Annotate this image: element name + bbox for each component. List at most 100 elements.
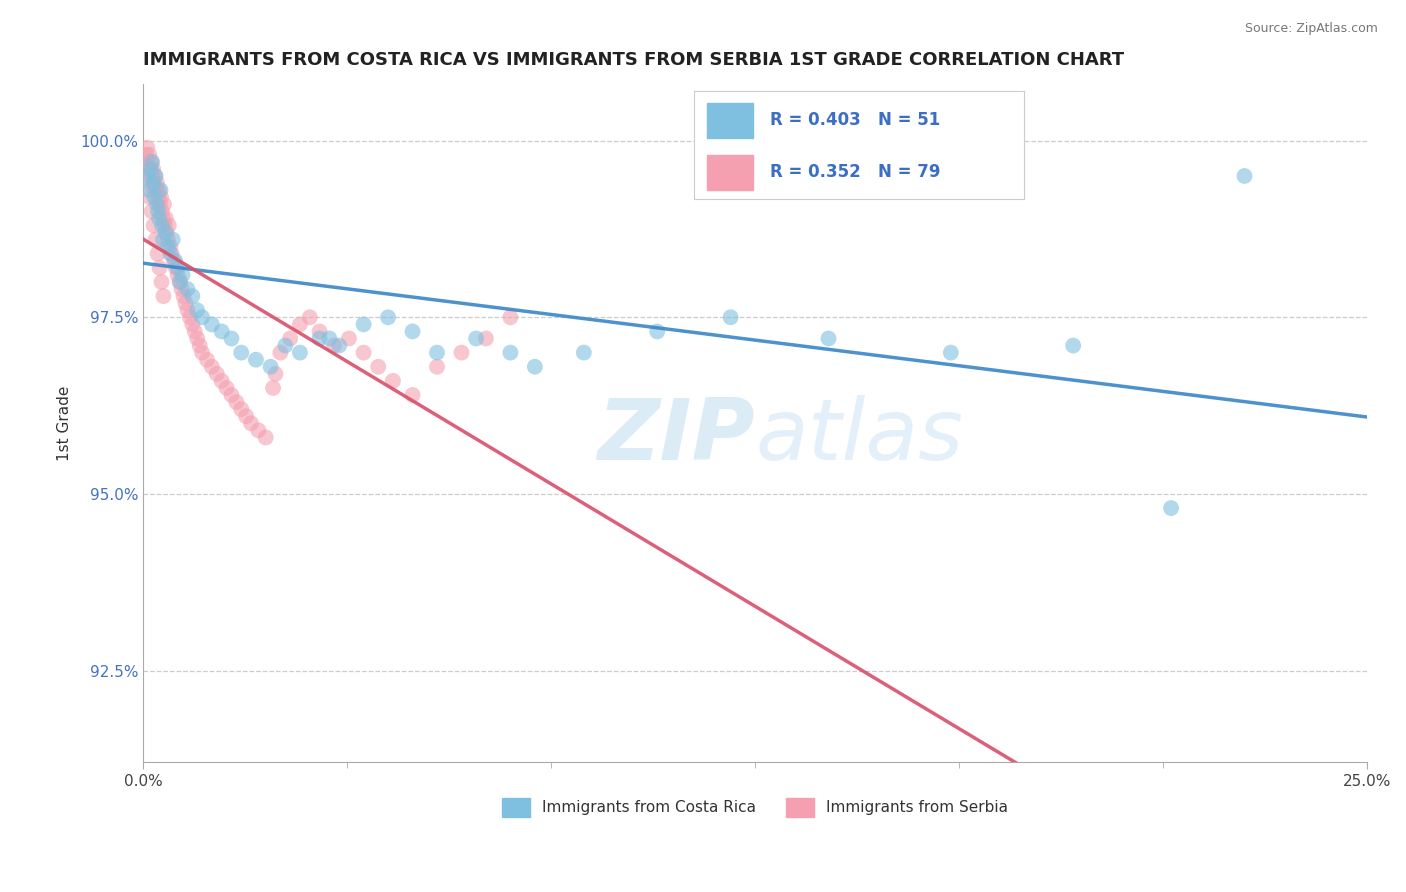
Point <box>142 219 165 233</box>
Point <box>191 345 214 359</box>
Point <box>156 233 179 247</box>
Point <box>153 219 176 233</box>
Legend: Immigrants from Costa Rica, Immigrants from Serbia: Immigrants from Costa Rica, Immigrants f… <box>496 792 1014 822</box>
Point <box>308 331 330 345</box>
Point <box>240 417 263 431</box>
Point <box>148 260 170 275</box>
Point <box>221 331 243 345</box>
Point <box>139 161 162 176</box>
Point <box>221 388 243 402</box>
Point <box>150 275 173 289</box>
Point <box>298 310 321 325</box>
Point <box>157 219 180 233</box>
Point <box>136 141 159 155</box>
Point <box>141 154 163 169</box>
Point <box>264 367 287 381</box>
Point <box>146 197 169 211</box>
Point <box>499 345 522 359</box>
Point <box>231 345 253 359</box>
Point <box>401 388 423 402</box>
Point <box>136 169 159 183</box>
Point <box>150 219 173 233</box>
Point <box>159 246 181 260</box>
Point <box>152 233 174 247</box>
Point <box>262 381 284 395</box>
Point <box>205 367 228 381</box>
Point <box>148 183 170 197</box>
Point <box>159 239 181 253</box>
Y-axis label: 1st Grade: 1st Grade <box>58 385 72 461</box>
Point <box>169 275 191 289</box>
Point <box>162 233 184 247</box>
Point <box>450 345 472 359</box>
Point <box>323 338 346 352</box>
Point <box>138 190 160 204</box>
Point <box>146 204 169 219</box>
Point <box>720 310 742 325</box>
Point <box>254 430 277 444</box>
Point <box>499 310 522 325</box>
Point <box>141 154 163 169</box>
Point <box>353 345 375 359</box>
Point <box>146 176 169 190</box>
Point <box>143 176 166 190</box>
Point <box>288 318 311 332</box>
Point <box>149 183 172 197</box>
Point <box>179 310 201 325</box>
Point <box>136 176 159 190</box>
Point <box>166 260 188 275</box>
Point <box>269 345 291 359</box>
Point <box>153 197 176 211</box>
Point <box>145 233 167 247</box>
Point <box>181 289 204 303</box>
Point <box>188 338 211 352</box>
Point <box>328 338 350 352</box>
Point <box>148 211 170 226</box>
Point <box>146 246 169 260</box>
Point <box>817 331 839 345</box>
Point <box>142 161 165 176</box>
Point <box>645 325 668 339</box>
Point <box>211 325 233 339</box>
Point <box>426 345 449 359</box>
Point <box>149 197 172 211</box>
Point <box>401 325 423 339</box>
Point <box>152 211 174 226</box>
Point <box>318 331 340 345</box>
Point <box>160 246 183 260</box>
Point <box>184 325 207 339</box>
Point <box>138 148 160 162</box>
Point <box>142 176 165 190</box>
Point <box>186 303 208 318</box>
Point <box>146 190 169 204</box>
Point <box>572 345 595 359</box>
Text: Source: ZipAtlas.com: Source: ZipAtlas.com <box>1244 22 1378 36</box>
Point <box>465 331 488 345</box>
Point <box>1233 169 1256 183</box>
Point <box>138 183 160 197</box>
Point <box>186 331 208 345</box>
Point <box>288 345 311 359</box>
Point <box>156 226 179 240</box>
Point <box>170 282 193 296</box>
Point <box>235 409 257 424</box>
Point <box>143 190 166 204</box>
Point <box>155 226 177 240</box>
Point <box>176 303 198 318</box>
Point <box>523 359 546 374</box>
Point <box>165 253 187 268</box>
Point <box>377 310 399 325</box>
Point <box>231 402 253 417</box>
Point <box>165 260 187 275</box>
Point <box>278 331 301 345</box>
Point <box>201 359 224 374</box>
Point <box>353 318 375 332</box>
Point <box>172 268 194 282</box>
Point <box>143 169 166 183</box>
Point <box>169 275 191 289</box>
Point <box>1062 338 1084 352</box>
Point <box>150 190 173 204</box>
Point <box>136 154 159 169</box>
Point <box>195 352 218 367</box>
Point <box>139 161 162 176</box>
